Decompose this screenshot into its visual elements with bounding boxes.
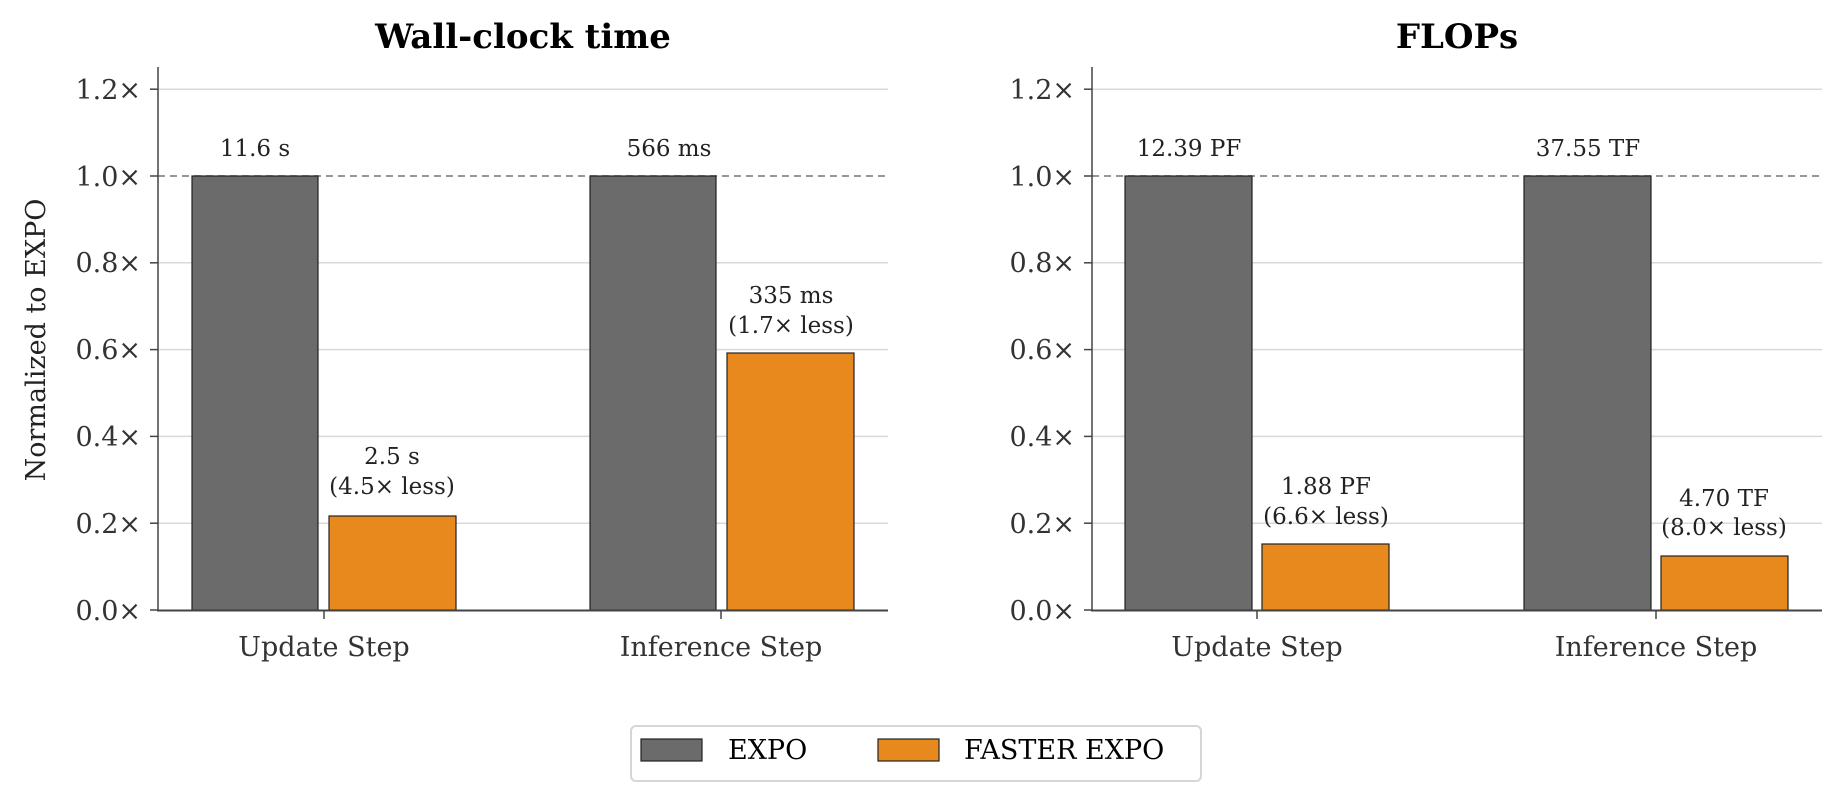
bar-faster-inference xyxy=(726,352,855,611)
svg-text:1.0×: 1.0× xyxy=(1009,162,1075,193)
legend-swatch-faster-expo xyxy=(877,738,940,762)
y-tick-labels: 0.0× 0.2× 0.4× 0.6× 0.8× 1.0× 1.2× xyxy=(75,75,141,627)
bar-label: 11.6 s xyxy=(220,136,290,162)
svg-text:0.0×: 0.0× xyxy=(75,596,141,627)
bar-label: 37.55 TF xyxy=(1536,136,1640,162)
bar-faster-update xyxy=(328,515,457,611)
bar-label: (1.7× less) xyxy=(728,313,854,339)
svg-text:0.6×: 0.6× xyxy=(75,335,141,366)
svg-text:1.2×: 1.2× xyxy=(75,75,141,106)
y-ticks xyxy=(1084,88,1657,619)
legend: EXPO FASTER EXPO xyxy=(630,725,1202,782)
bar-expo-inference xyxy=(1523,175,1652,611)
bar-label: (4.5× less) xyxy=(329,474,455,500)
panel-title: FLOPs xyxy=(1396,17,1518,57)
svg-text:0.0×: 0.0× xyxy=(1009,596,1075,627)
legend-swatch-expo xyxy=(640,738,703,762)
bar-label: 2.5 s xyxy=(364,444,420,470)
bar-expo-inference xyxy=(589,175,717,611)
bar-label: (6.6× less) xyxy=(1263,504,1389,530)
bar-label: 566 ms xyxy=(627,136,712,162)
panel-wall-clock: Wall-clock time 11.6 s 2.5 s (4.5× less)… xyxy=(21,17,888,663)
svg-text:1.2×: 1.2× xyxy=(1009,75,1075,106)
bar-label: 1.88 PF xyxy=(1281,474,1371,500)
bar-label: (8.0× less) xyxy=(1661,515,1787,541)
x-tick-label: Inference Step xyxy=(1555,632,1758,663)
legend-label-faster-expo: FASTER EXPO xyxy=(964,735,1164,766)
x-tick-label: Inference Step xyxy=(620,632,823,663)
legend-label-expo: EXPO xyxy=(728,735,807,766)
bar-faster-inference xyxy=(1660,555,1789,611)
bar-label: 335 ms xyxy=(749,283,834,309)
bar-label: 12.39 PF xyxy=(1137,136,1242,162)
svg-text:0.8×: 0.8× xyxy=(1009,248,1075,279)
bar-expo-update xyxy=(191,175,319,611)
svg-text:0.4×: 0.4× xyxy=(75,422,141,453)
y-ticks xyxy=(150,88,722,619)
bar-expo-update xyxy=(1124,175,1253,611)
svg-text:0.2×: 0.2× xyxy=(1009,509,1075,540)
svg-text:0.8×: 0.8× xyxy=(75,248,141,279)
panel-title: Wall-clock time xyxy=(374,17,671,57)
svg-text:1.0×: 1.0× xyxy=(75,162,141,193)
y-tick-labels: 0.0× 0.2× 0.4× 0.6× 0.8× 1.0× 1.2× xyxy=(1009,75,1075,627)
bar-faster-update xyxy=(1261,543,1390,611)
panel-flops: FLOPs 12.39 PF 1.88 PF (6.6× less) 37.55… xyxy=(1009,17,1822,663)
svg-text:0.6×: 0.6× xyxy=(1009,335,1075,366)
x-tick-label: Update Step xyxy=(1171,632,1342,663)
svg-text:0.4×: 0.4× xyxy=(1009,422,1075,453)
svg-text:0.2×: 0.2× xyxy=(75,509,141,540)
y-axis-label: Normalized to EXPO xyxy=(21,199,52,482)
x-tick-label: Update Step xyxy=(238,632,409,663)
bar-label: 4.70 TF xyxy=(1679,486,1769,512)
